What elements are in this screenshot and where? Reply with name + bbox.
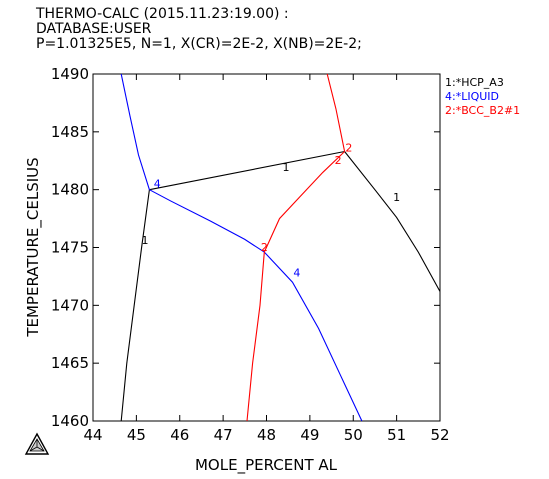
phase-boundary-1 — [149, 150, 345, 191]
y-tick-label: 1480 — [51, 181, 89, 199]
phase-boundary-4 — [120, 73, 150, 190]
phase-boundaries — [120, 73, 441, 422]
phase-boundary-2 — [326, 73, 346, 152]
curve-label: 1 — [283, 161, 290, 174]
curve-label: 1 — [142, 234, 149, 247]
header-line-3: P=1.01325E5, N=1, X(CR)=2E-2, X(NB)=2E-2… — [36, 36, 362, 52]
x-tick-label: 49 — [300, 426, 319, 444]
x-tick-label: 51 — [387, 426, 406, 444]
y-tick-label: 1460 — [51, 412, 89, 430]
curve-label: 4 — [293, 266, 300, 279]
y-tick-label: 1470 — [51, 296, 89, 314]
x-tick-label: 48 — [257, 426, 276, 444]
legend-entry: 4:*LIQUID — [445, 90, 499, 103]
axis-ticks: 44 45 46 47 48 49 50 51 521460146514701475148014… — [51, 65, 450, 444]
curve-label: 4 — [154, 177, 161, 190]
y-tick-label: 1490 — [51, 65, 89, 83]
x-tick-label: 50 — [344, 426, 363, 444]
phase-boundary-4 — [149, 189, 265, 253]
y-axis-label: TEMPERATURE_CELSIUS — [24, 157, 43, 337]
y-tick-label: 1475 — [51, 239, 89, 257]
x-tick-label: 44 — [83, 426, 102, 444]
curve-label: 1 — [393, 191, 400, 204]
x-tick-label: 45 — [127, 426, 146, 444]
phase-boundary-1 — [344, 151, 441, 292]
phase-boundary-2 — [246, 252, 265, 422]
x-tick-label: 47 — [214, 426, 233, 444]
legend-entry: 1:*HCP_A3 — [445, 76, 504, 89]
phase-boundary-2 — [263, 151, 345, 253]
header-line-2: DATABASE:USER — [36, 21, 152, 37]
curve-label: 2 — [345, 141, 352, 154]
phase-boundary-4 — [263, 251, 363, 422]
header-line-1: THERMO-CALC (2015.11.23:19.00) : — [35, 6, 289, 22]
curve-label: 2 — [335, 154, 342, 167]
phase-boundary-1 — [120, 189, 150, 422]
y-tick-label: 1465 — [51, 354, 89, 372]
y-tick-label: 1485 — [51, 123, 89, 141]
curve-label: 2 — [261, 241, 268, 254]
x-axis-label: MOLE_PERCENT AL — [195, 456, 338, 475]
legend-entry: 2:*BCC_B2#1 — [445, 104, 520, 117]
x-tick-label: 52 — [430, 426, 449, 444]
x-tick-label: 46 — [170, 426, 189, 444]
thermo-calc-logo — [24, 432, 50, 455]
